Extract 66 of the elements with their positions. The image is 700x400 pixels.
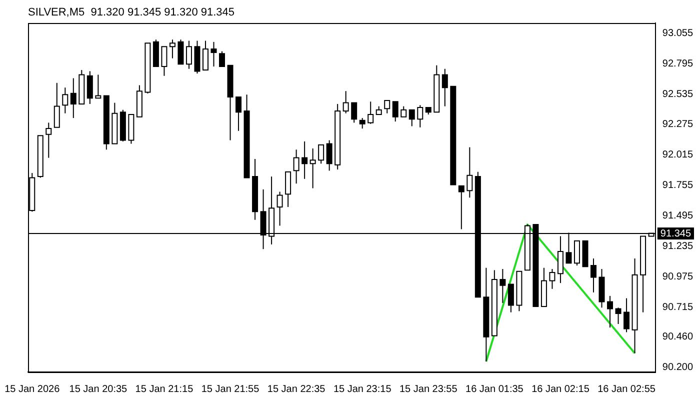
candlestick <box>557 236 564 284</box>
y-tick-label: 93.055 <box>662 28 694 39</box>
candlestick <box>458 185 464 230</box>
candlestick <box>368 101 374 124</box>
y-tick-label: 92.015 <box>662 150 694 161</box>
y-tick-label: 90.460 <box>662 332 694 343</box>
candlestick <box>161 46 168 76</box>
candlestick <box>590 258 596 293</box>
candlestick <box>442 68 448 107</box>
x-tick-label: 15 Jan 20:35 <box>69 384 128 395</box>
candlestick <box>607 295 614 328</box>
y-tick-label: 92.795 <box>662 58 694 70</box>
y-tick-label: 91.495 <box>662 210 694 222</box>
candlestick <box>70 78 76 119</box>
x-tick-label: 15 Jan 21:15 <box>135 384 194 395</box>
candlestick <box>359 118 366 130</box>
candlestick <box>210 41 217 68</box>
candlestick <box>54 82 60 128</box>
candlestick <box>624 298 630 333</box>
chart-title: SILVER,M5 91.320 91.345 91.320 91.345 <box>28 6 235 19</box>
candlestick <box>95 74 102 99</box>
candlestick <box>178 39 184 65</box>
y-tick-label: 90.715 <box>662 302 694 313</box>
y-tick-label: 91.755 <box>662 180 694 192</box>
x-tick-label: 15 Jan 23:55 <box>399 384 458 395</box>
y-tick-label: 90.975 <box>662 271 694 282</box>
x-tick-label: 15 Jan 22:35 <box>267 384 326 395</box>
candlestick <box>466 146 473 198</box>
candlestick <box>342 90 349 114</box>
candlestick <box>326 140 332 172</box>
y-tick-label: 91.235 <box>662 240 694 252</box>
candlestick <box>236 96 242 132</box>
x-tick-label: 15 Jan 2026 <box>4 384 60 395</box>
ref-line-label: 91.345 <box>660 228 692 240</box>
candlestick <box>508 284 514 313</box>
y-tick-label: 92.535 <box>662 88 694 100</box>
candlestick <box>302 140 308 180</box>
candlestick <box>500 268 506 304</box>
x-tick-label: 16 Jan 02:55 <box>598 384 656 395</box>
candlestick <box>46 122 52 158</box>
candlestick <box>285 171 292 208</box>
candlestick <box>62 87 68 114</box>
candlestick <box>351 102 358 124</box>
candlestick <box>310 148 316 189</box>
y-tick-label: 90.200 <box>662 362 694 374</box>
x-tick-label: 16 Jan 02:15 <box>532 384 590 395</box>
candlestick <box>615 307 622 325</box>
candlestick <box>186 40 192 70</box>
candlestick <box>318 144 324 164</box>
candlestick <box>574 240 580 266</box>
candlestick <box>86 70 93 104</box>
candlestick <box>392 101 398 122</box>
candlestick <box>169 39 176 59</box>
candlestick <box>400 106 407 118</box>
candlestick <box>549 268 556 290</box>
y-tick-label: 92.275 <box>662 119 694 130</box>
candlestick <box>219 50 226 68</box>
candlestick <box>384 100 390 114</box>
candlestick <box>202 40 208 71</box>
x-tick-label: 16 Jan 01:35 <box>466 384 524 395</box>
x-tick-label: 15 Jan 23:15 <box>333 384 392 395</box>
x-tick-label: 15 Jan 21:55 <box>201 384 260 395</box>
candlestick <box>293 149 300 184</box>
candlestick <box>276 191 283 226</box>
candlestick <box>417 104 424 128</box>
candlestick <box>408 109 415 127</box>
